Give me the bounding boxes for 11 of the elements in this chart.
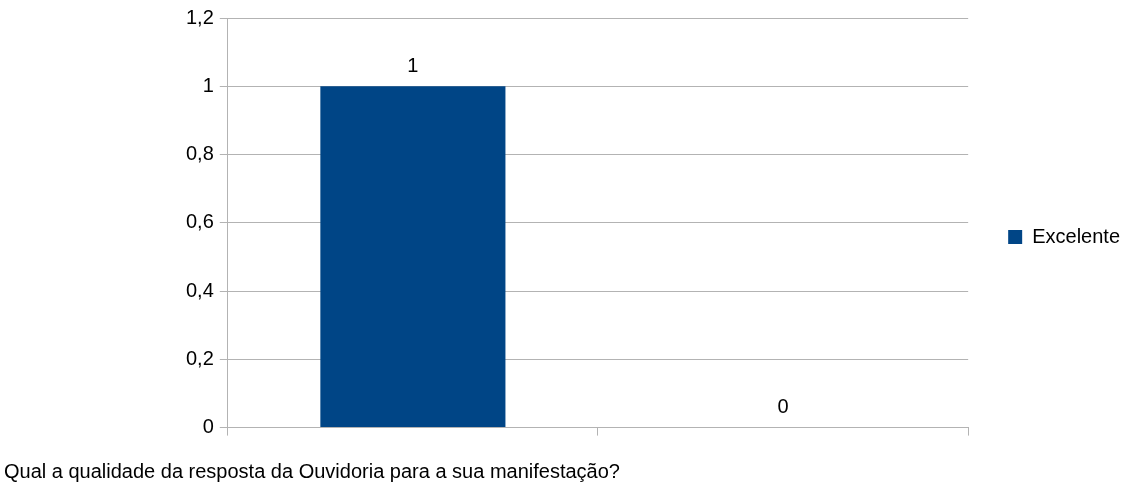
- x-axis-title: Qual a qualidade da resposta da Ouvidoria para a sua manifestação?: [4, 459, 620, 482]
- y-tick-label: 0,8: [185, 142, 214, 165]
- y-tick-label: 0,2: [185, 346, 214, 369]
- legend-label: Excelente: [1032, 224, 1121, 247]
- y-tick-label: 1: [202, 73, 214, 96]
- data-label: 1: [407, 53, 419, 76]
- y-tick-label: 1,2: [185, 5, 214, 28]
- y-tick-label: 0,6: [185, 210, 214, 233]
- y-tick-label: 0,4: [185, 278, 214, 301]
- data-label: 0: [777, 395, 789, 418]
- y-tick-label: 0: [202, 415, 214, 438]
